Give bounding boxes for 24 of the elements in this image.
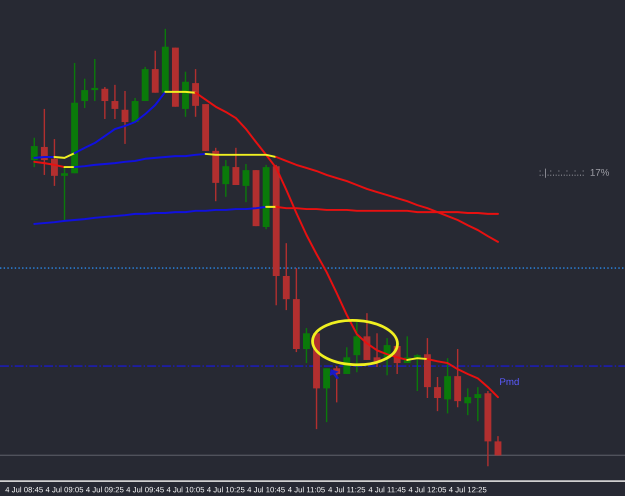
candlestick bbox=[323, 368, 330, 423]
candlestick bbox=[464, 388, 472, 416]
candlestick bbox=[122, 90, 128, 145]
candlestick bbox=[353, 321, 360, 373]
candlestick bbox=[192, 68, 199, 118]
candlestick bbox=[232, 147, 240, 186]
annotation: :.|.:..:..:..:..: 17% bbox=[540, 168, 610, 178]
candlestick bbox=[444, 358, 452, 414]
candlestick bbox=[494, 435, 502, 456]
annotation: Pmd bbox=[500, 378, 519, 386]
candlestick bbox=[152, 50, 159, 94]
candlestick bbox=[414, 354, 421, 392]
candlestick bbox=[364, 312, 370, 361]
candlestick bbox=[242, 163, 250, 203]
candlestick bbox=[51, 138, 58, 187]
candlestick bbox=[282, 242, 290, 311]
candlestick bbox=[61, 166, 68, 222]
candlestick bbox=[222, 159, 230, 198]
candlestick bbox=[81, 78, 88, 109]
candlestick bbox=[111, 84, 118, 120]
candlestick bbox=[101, 86, 108, 120]
candlestick bbox=[303, 327, 310, 364]
candlestick bbox=[434, 376, 441, 412]
candlestick bbox=[474, 386, 482, 422]
